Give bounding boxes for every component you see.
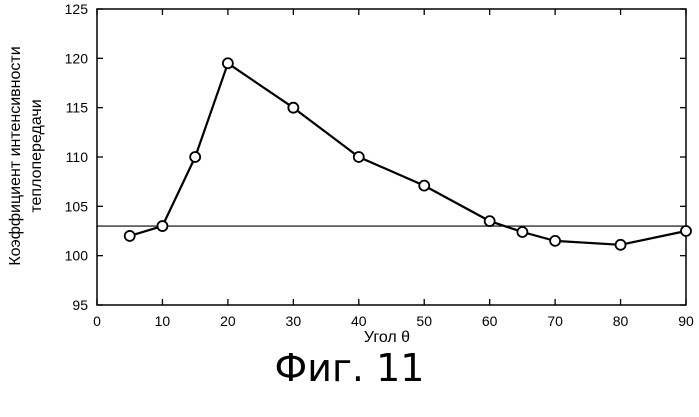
data-point	[616, 240, 626, 250]
data-point	[354, 152, 364, 162]
y-tick-label: 110	[66, 149, 89, 165]
series-line	[130, 63, 686, 245]
x-tick-label: 50	[416, 313, 432, 329]
data-point	[190, 152, 200, 162]
data-point	[517, 227, 527, 237]
data-point	[157, 221, 167, 231]
x-tick-label: 60	[482, 313, 498, 329]
x-tick-label: 10	[155, 313, 171, 329]
y-tick-label: 115	[66, 100, 89, 116]
y-tick-label: 120	[65, 50, 89, 66]
data-point	[485, 216, 495, 226]
y-axis-label: Коэффициент интенсивности теплопередачи	[7, 46, 45, 265]
x-axis-label: Угол θ	[364, 329, 410, 345]
data-point	[288, 103, 298, 113]
data-point	[125, 231, 135, 241]
data-point	[223, 58, 233, 68]
data-point	[550, 236, 560, 246]
plot-frame	[97, 9, 686, 305]
plot-area: 95 100 105 110 115 120 125 0 10 20 30 40 50 60 70 80 90	[65, 1, 694, 329]
x-tick-label: 40	[351, 313, 367, 329]
x-tick-label: 20	[220, 313, 236, 329]
y-axis-label-line-2: теплопередачи	[28, 99, 45, 212]
y-tick-label: 95	[72, 297, 88, 313]
y-tick-label: 125	[65, 1, 89, 17]
x-tick-label: 90	[678, 313, 694, 329]
x-tick-label: 80	[613, 313, 629, 329]
x-tick-label: 30	[286, 313, 302, 329]
figure-caption: Фиг. 11	[0, 346, 699, 390]
data-point	[419, 181, 429, 191]
chart: Коэффициент интенсивности теплопередачи …	[0, 0, 699, 345]
x-tick-label: 70	[547, 313, 563, 329]
y-tick-label: 105	[65, 198, 89, 214]
y-axis-label-line-1: Коэффициент интенсивности	[7, 46, 24, 265]
x-tick-label: 0	[93, 313, 101, 329]
data-point	[681, 226, 691, 236]
y-tick-label: 100	[65, 248, 89, 264]
